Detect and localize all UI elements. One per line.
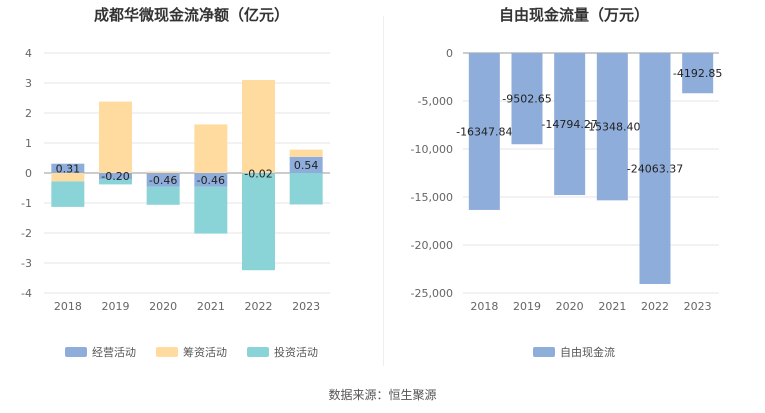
bar-segment [51, 163, 85, 173]
legend-swatch [533, 347, 555, 357]
y-tick-label: 4 [25, 47, 32, 60]
data-label: -4192.85 [673, 67, 722, 80]
data-label: -0.02 [244, 167, 272, 180]
bar [554, 53, 586, 196]
bar [596, 53, 628, 201]
y-tick-label: 0 [446, 47, 453, 60]
x-tick-label: 2023 [292, 300, 320, 313]
bar [468, 53, 500, 210]
bar-segment [242, 80, 275, 173]
free-cash-flow-chart: 自由现金流量（万元） 0 -5,000 -10,000 -15,000 -20,000 -… [383, 0, 765, 380]
bar-segment [194, 173, 228, 187]
y-tick-label: -2 [21, 227, 32, 240]
bar [639, 53, 671, 285]
legend-swatch [156, 347, 178, 357]
x-tick-label: 2019 [513, 300, 541, 313]
bar-segment [194, 124, 228, 173]
y-tick-label: -1 [21, 197, 32, 210]
bar-segment [51, 181, 85, 207]
bar-segment [99, 101, 132, 173]
bar-segment [146, 186, 180, 205]
panel-divider [383, 16, 384, 366]
data-label: -0.46 [197, 174, 225, 187]
data-label: -9502.65 [502, 93, 551, 106]
y-tick-label: -5,000 [418, 95, 453, 108]
chart-plot: 0 -5,000 -10,000 -15,000 -20,000 -25,000 2018 -… [411, 47, 723, 313]
y-tick-label: -25,000 [411, 287, 453, 300]
data-label: -14794.27 [541, 118, 597, 131]
bar [511, 53, 543, 145]
x-tick-label: 2022 [245, 300, 273, 313]
y-tick-label: -10,000 [411, 143, 453, 156]
bar-segment [289, 156, 323, 173]
x-tick-label: 2020 [149, 300, 177, 313]
legend-label: 投资活动 [274, 346, 318, 359]
y-tick-label: 1 [25, 137, 32, 150]
chart-plot: 4 3 2 1 0 -1 -2 -3 -4 2018 0.31 2019 -0.20 2020 -0.46 2… [21, 47, 330, 313]
legend-label: 筹资活动 [183, 346, 227, 359]
data-label: 0.31 [56, 162, 81, 175]
bar-segment [99, 173, 132, 179]
bar-segment [146, 173, 180, 187]
y-tick-label: -20,000 [411, 239, 453, 252]
x-tick-label: 2020 [556, 300, 584, 313]
bar-segment [289, 149, 323, 157]
legend-item-financing[interactable]: 筹资活动 [156, 344, 227, 360]
legend-swatch [65, 347, 87, 357]
chart-legend: 经营活动 筹资活动 投资活动 [0, 344, 383, 360]
legend-label: 自由现金流 [560, 346, 615, 359]
bar-segment [242, 173, 275, 174]
x-tick-label: 2018 [54, 300, 82, 313]
bar-segment [242, 173, 275, 271]
legend-item-operating[interactable]: 经营活动 [65, 344, 136, 360]
y-tick-label: 0 [25, 167, 32, 180]
bar-segment [194, 186, 228, 234]
x-tick-label: 2018 [470, 300, 498, 313]
bar-segment [146, 171, 180, 173]
x-tick-label: 2021 [598, 300, 626, 313]
y-tick-label: 3 [25, 77, 32, 90]
x-tick-label: 2019 [102, 300, 130, 313]
data-label: -24063.37 [627, 163, 683, 176]
data-label: -0.46 [149, 174, 177, 187]
y-tick-label: -4 [21, 287, 32, 300]
chart-title: 成都华微现金流净额（亿元） [93, 6, 289, 24]
data-source-note: 数据来源：恒生聚源 [328, 388, 437, 402]
y-tick-label: -15,000 [411, 191, 453, 204]
chart-title: 自由现金流量（万元） [498, 6, 649, 24]
bar-segment [51, 173, 85, 182]
x-tick-label: 2021 [197, 300, 225, 313]
data-label: -0.20 [101, 170, 129, 183]
legend-swatch [247, 347, 269, 357]
x-tick-label: 2022 [641, 300, 669, 313]
legend-item-free-cash-flow[interactable]: 自由现金流 [533, 344, 615, 360]
cash-flow-net-chart: 成都华微现金流净额（亿元） 4 3 2 1 0 -1 -2 -3 -4 2018 0.31 2019 -… [0, 0, 383, 380]
data-label: 0.54 [294, 159, 319, 172]
bar [682, 53, 714, 94]
x-tick-label: 2023 [684, 300, 712, 313]
legend-label: 经营活动 [92, 346, 136, 359]
legend-item-investing[interactable]: 投资活动 [247, 344, 318, 360]
data-label: -15348.40 [584, 121, 640, 134]
bar-segment [289, 173, 323, 205]
y-tick-label: -3 [21, 257, 32, 270]
bar-segment [99, 179, 132, 185]
y-tick-label: 2 [25, 107, 32, 120]
data-label: -16347.84 [456, 125, 512, 138]
chart-legend: 自由现金流 [383, 344, 765, 360]
